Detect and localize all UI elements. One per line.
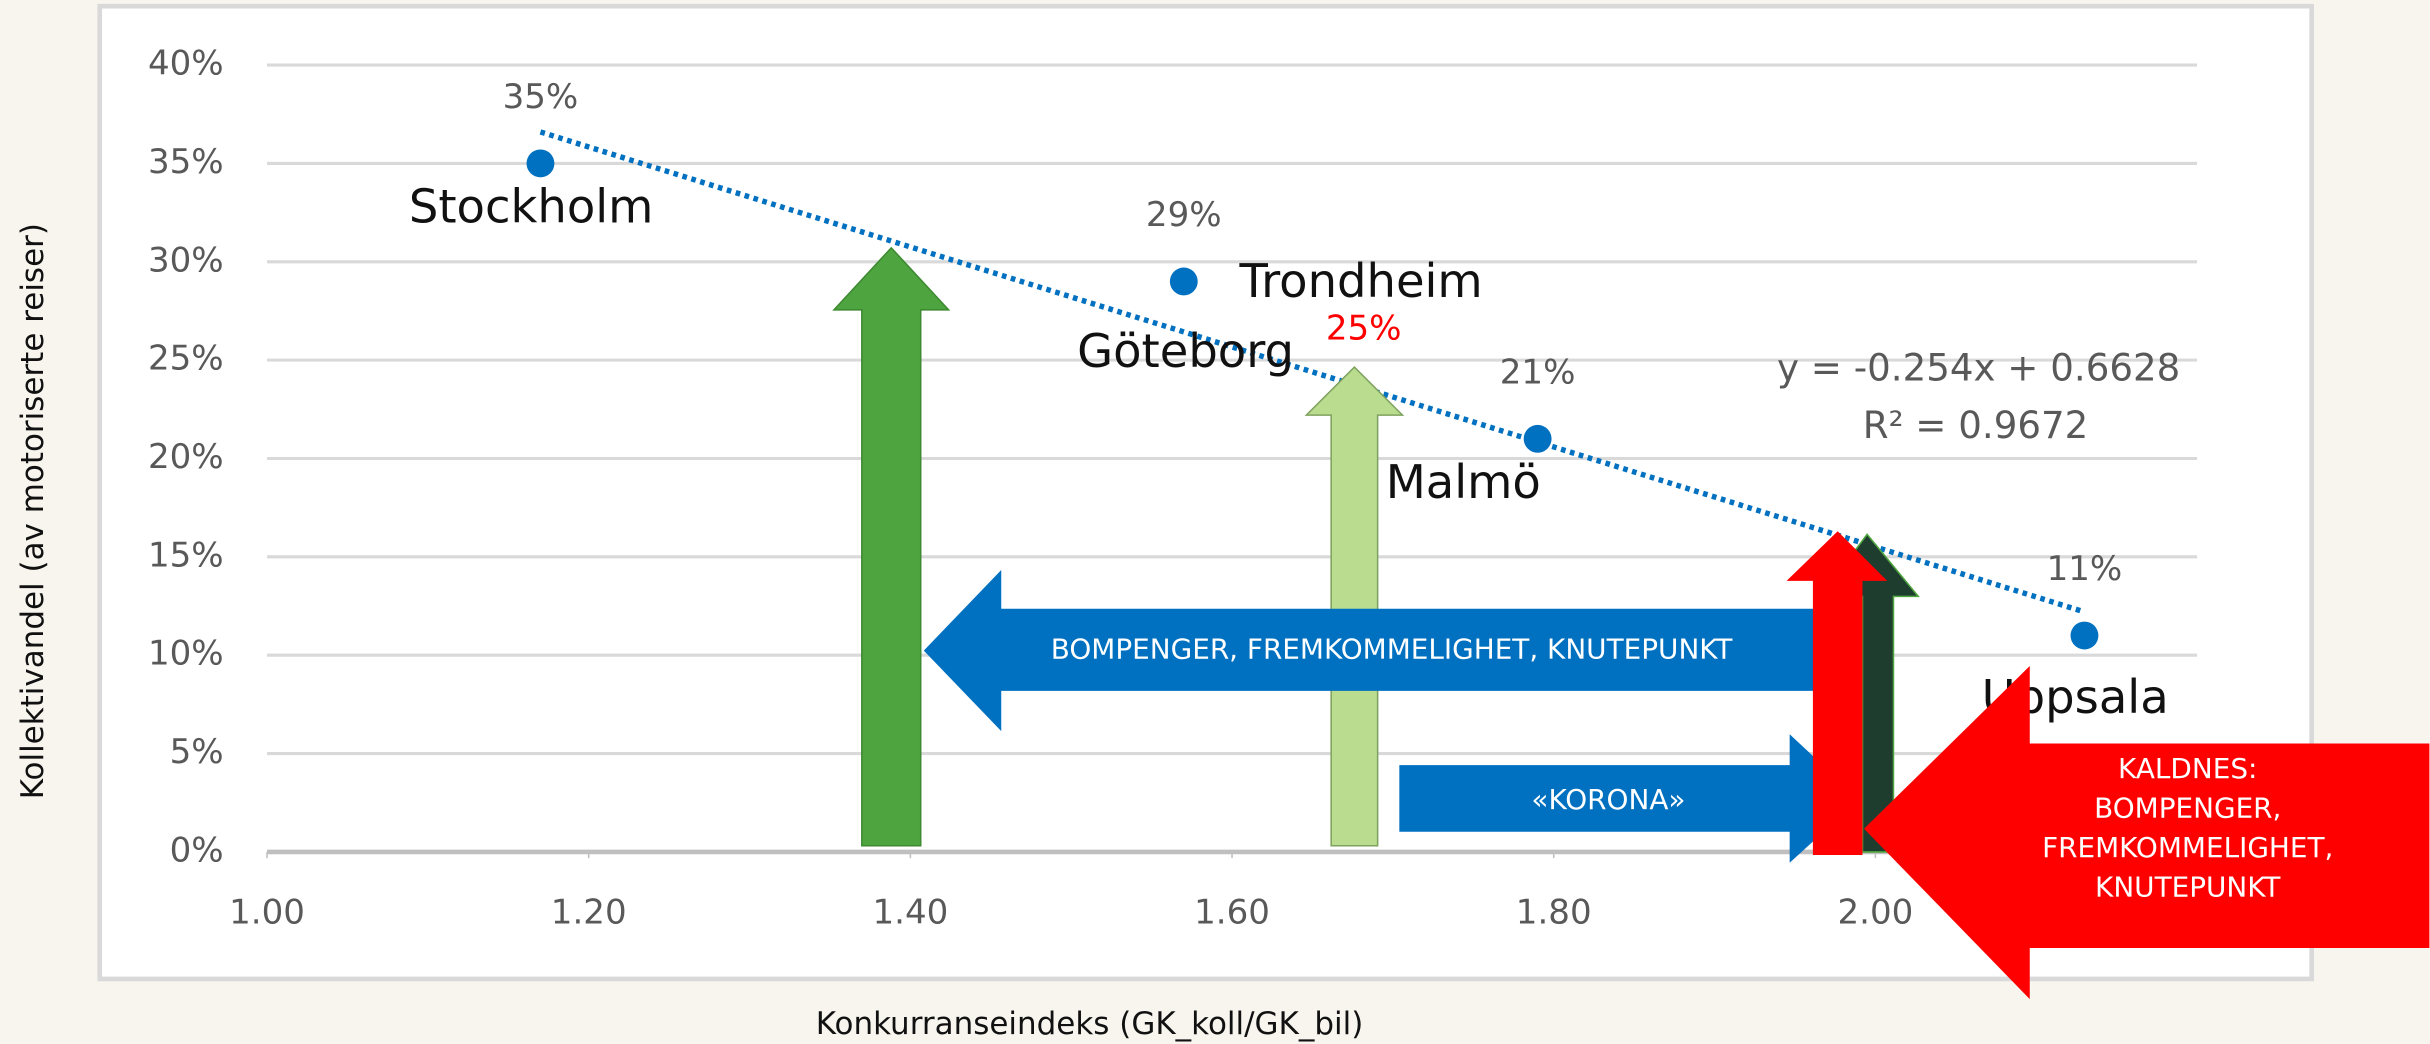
y-tick-label: 40% <box>148 44 224 84</box>
city-label: Malmö <box>1386 455 1541 509</box>
y-tick-label: 35% <box>148 142 224 182</box>
x-tick-label: 1.20 <box>551 892 627 932</box>
arrow-label-line: FREMKOMMELIGHET, <box>2042 831 2333 864</box>
arrow-label: «KORONA» <box>1531 783 1685 816</box>
arrow-label-line: KALDNES: <box>2118 752 2257 785</box>
x-axis-title: Konkurranseindeks (GK_koll/GK_bil) <box>816 1006 1364 1042</box>
city-label: Trondheim <box>1239 254 1483 308</box>
point <box>1523 424 1552 453</box>
y-tick-label: 30% <box>148 240 224 280</box>
point <box>2070 621 2099 650</box>
y-tick-label: 20% <box>148 437 224 477</box>
y-tick-label: 15% <box>148 535 224 575</box>
x-tick-label: 1.80 <box>1516 892 1592 932</box>
trend-equation: y = -0.254x + 0.6628 <box>1777 346 2180 390</box>
arrow-up <box>832 246 951 847</box>
r-squared: R² = 0.9672 <box>1863 403 2088 447</box>
goteborg-share: 25% <box>1326 308 1402 348</box>
x-tick-label: 1.40 <box>872 892 948 932</box>
value-label: 35% <box>503 77 579 117</box>
y-tick-label: 0% <box>170 830 224 870</box>
arrow-label: BOMPENGER, FREMKOMMELIGHET, KNUTEPUNKT <box>1051 633 1734 666</box>
point <box>1169 267 1198 296</box>
arrow-label-line: KNUTEPUNKT <box>2095 870 2281 903</box>
goteborg-label: Göteborg <box>1077 324 1294 378</box>
y-tick-label: 10% <box>148 634 224 674</box>
arrow-up <box>1304 366 1405 847</box>
y-tick-label: 5% <box>170 732 224 772</box>
arrow-up <box>1786 531 1888 856</box>
arrow-left <box>923 570 1821 732</box>
arrow-label: KALDNES: BOMPENGER, FREMKOMMELIGHET, KNUTEP… <box>2042 752 2333 903</box>
arrow-right <box>1399 734 1860 863</box>
marks: 35%Stockholm 29%Trondheim21%Malmö11%Uppsa… <box>409 77 2169 724</box>
point <box>526 149 555 178</box>
arrow-left <box>1864 666 2430 1000</box>
arrow-label-line: BOMPENGER, <box>2094 791 2281 824</box>
y-tick-label: 25% <box>148 339 224 379</box>
value-label: 21% <box>1500 352 1576 392</box>
value-label: 29% <box>1146 195 1222 235</box>
x-tick-label: 1.60 <box>1194 892 1270 932</box>
x-tick-label: 2.00 <box>1837 892 1913 932</box>
value-label: 11% <box>2047 549 2123 589</box>
y-axis-title: Kollektivandel (av motoriserte reiser) <box>15 223 51 799</box>
city-label: Stockholm <box>409 179 654 233</box>
x-tick-label: 1.00 <box>229 892 305 932</box>
